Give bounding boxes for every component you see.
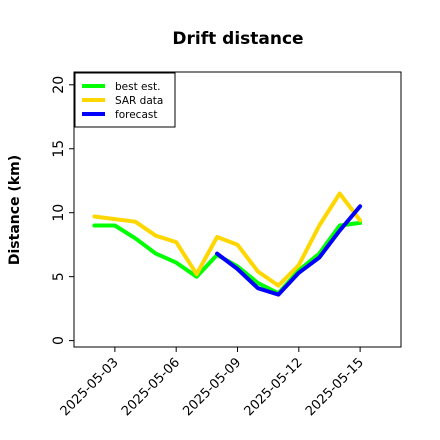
x-tick-label: 2025-05-03 (58, 355, 122, 419)
x-tick-label: 2025-05-15 (303, 355, 367, 419)
series-line-sar-data (92, 191, 363, 288)
legend-label: best est. (115, 81, 160, 93)
legend: best est. SAR data forecast (74, 72, 176, 128)
chart-title: Drift distance (172, 29, 303, 49)
series-line-forecast (215, 204, 363, 297)
y-tick-label: 5 (51, 272, 67, 281)
legend-label: forecast (115, 109, 157, 121)
x-tick-label: 2025-05-06 (119, 355, 183, 419)
series-lines (92, 191, 363, 297)
y-tick-label: 20 (51, 76, 67, 94)
x-axis: 2025-05-032025-05-062025-05-092025-05-12… (58, 347, 367, 419)
y-axis-label: Distance (km) (7, 155, 23, 265)
y-axis: 0 5 10 15 20 (51, 76, 74, 345)
legend-label: SAR data (115, 95, 163, 107)
y-tick-label: 10 (51, 204, 67, 222)
x-tick-label: 2025-05-12 (242, 355, 306, 419)
y-tick-label: 15 (51, 140, 67, 158)
x-tick-label: 2025-05-09 (180, 355, 244, 419)
y-tick-label: 0 (51, 336, 67, 345)
